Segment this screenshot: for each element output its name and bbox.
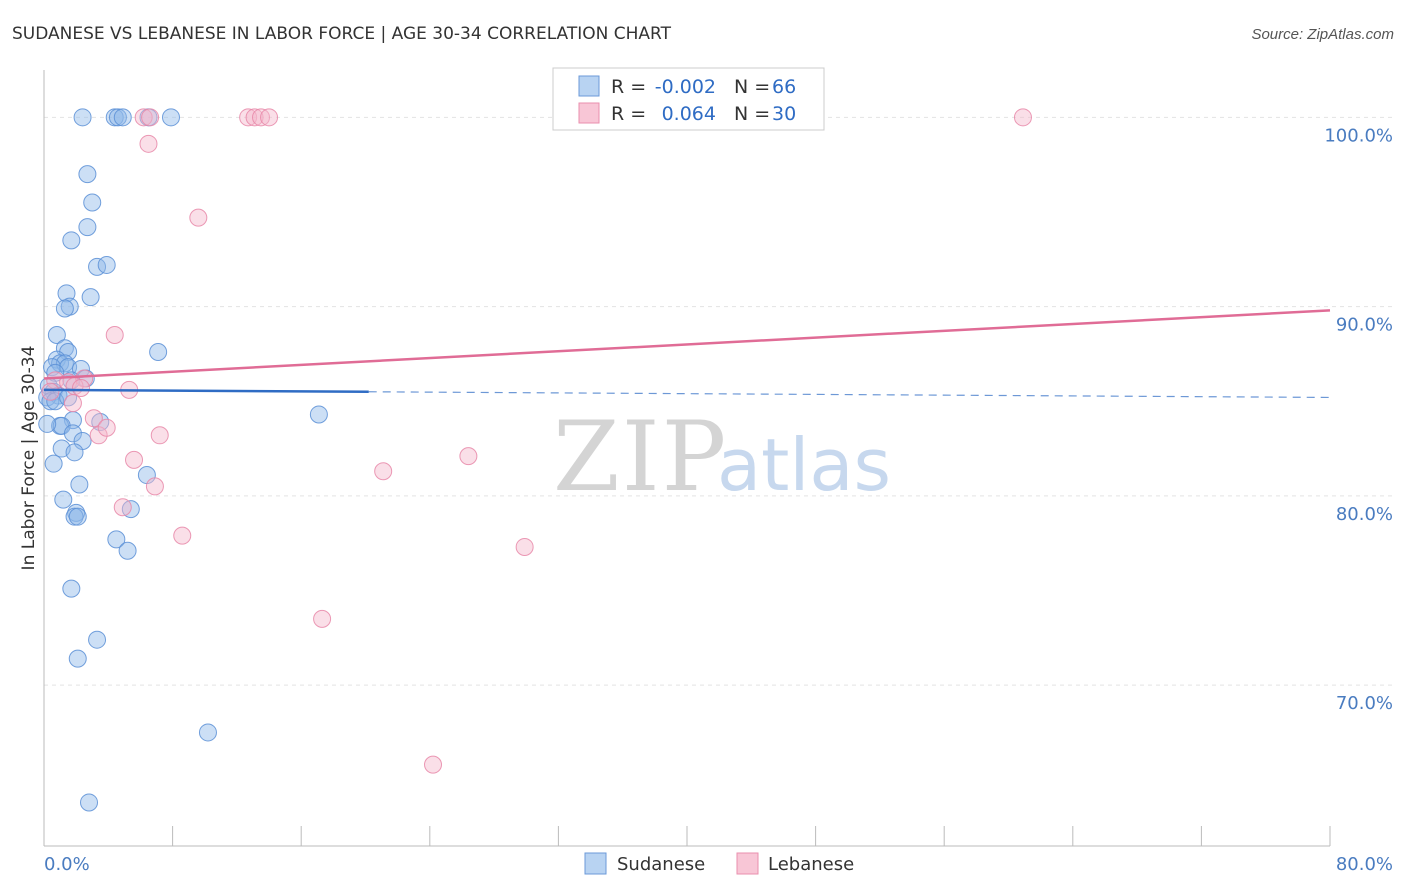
y-axis-tick-labels: 100.0% 90.0% 80.0% 70.0% — [1324, 125, 1393, 714]
lebanese-point-3 — [245, 108, 264, 127]
series-label-sudanese: Sudanese — [617, 854, 705, 875]
chart-source: Source: ZipAtlas.com — [1251, 26, 1394, 43]
legend-n-value-lebanese: 30 — [772, 103, 796, 125]
series-sudanese — [38, 108, 328, 812]
series-label-lebanese: Lebanese — [768, 854, 854, 875]
sudanese-point-55 — [118, 541, 137, 560]
lebanese-point-12 — [75, 369, 94, 388]
lebanese-point-27 — [173, 526, 192, 545]
watermark-atlas: atlas — [717, 423, 891, 507]
data-points — [38, 108, 1032, 812]
lebanese-point-14 — [71, 378, 90, 397]
lebanese-point-0 — [134, 108, 153, 127]
trend-line-dashed-sudanese — [368, 391, 1331, 399]
sudanese-point-45 — [65, 443, 84, 462]
legend-r-value-lebanese: 0.064 — [662, 103, 716, 125]
legend-swatch-lebanese — [578, 102, 600, 124]
lebanese-point-23 — [459, 447, 478, 466]
x-axis-ticks — [43, 826, 1331, 846]
sudanese-point-19 — [149, 343, 168, 362]
sudanese-point-42 — [63, 424, 82, 443]
sudanese-point-23 — [43, 358, 62, 377]
lebanese-point-8 — [189, 208, 208, 227]
chart-title: SUDANESE VS LEBANESE IN LABOR FORCE | AG… — [12, 24, 672, 44]
legend-swatch-sudanese — [578, 75, 600, 97]
sudanese-point-5 — [161, 108, 180, 127]
legend-r-label-sudanese: R = — [611, 76, 646, 98]
sudanese-point-3 — [113, 108, 132, 127]
legend-r-label-lebanese: R = — [611, 103, 646, 125]
correlation-legend: R = -0.002 N = 66 R = 0.064 N = 30 — [552, 67, 825, 131]
y-tick-label-1: 90.0% — [1336, 315, 1393, 336]
y-tick-label-3: 70.0% — [1336, 693, 1393, 714]
sudanese-point-36 — [309, 405, 328, 424]
lebanese-point-24 — [374, 462, 393, 481]
x-tick-label-min: 0.0% — [44, 854, 90, 875]
y-tick-label-2: 80.0% — [1336, 504, 1393, 525]
sudanese-point-16 — [47, 325, 66, 344]
series-legend: Sudanese Lebanese — [584, 852, 854, 875]
lebanese-point-20 — [97, 418, 116, 437]
sudanese-point-9 — [62, 231, 81, 250]
sudanese-point-60 — [80, 793, 99, 812]
lebanese-point-25 — [145, 477, 164, 496]
legend-n-label-lebanese: N = — [734, 103, 770, 125]
sudanese-point-54 — [107, 530, 126, 549]
trend-line-lebanese — [43, 309, 1331, 380]
sudanese-point-41 — [38, 414, 57, 433]
sudanese-point-56 — [62, 579, 81, 598]
lebanese-point-5 — [260, 108, 279, 127]
sudanese-point-58 — [68, 649, 87, 668]
sudanese-point-12 — [57, 284, 76, 303]
sudanese-point-0 — [73, 108, 92, 127]
lebanese-point-26 — [113, 498, 132, 517]
legend-n-label-sudanese: N = — [734, 76, 770, 98]
series-swatch-lebanese — [736, 852, 759, 875]
lebanese-point-17 — [63, 394, 82, 413]
sudanese-point-13 — [81, 288, 100, 307]
lebanese-point-6 — [1013, 108, 1032, 127]
y-axis-label: In Labor Force | Age 30-34 — [19, 346, 39, 571]
sudanese-point-15 — [55, 299, 74, 318]
lebanese-point-21 — [150, 426, 169, 445]
sudanese-point-33 — [41, 392, 60, 411]
sudanese-point-46 — [44, 454, 63, 473]
sudanese-point-53 — [68, 507, 87, 526]
lebanese-point-9 — [105, 325, 124, 344]
lebanese-point-7 — [139, 134, 158, 153]
watermark-zip: ZIP — [553, 401, 728, 513]
gridlines — [44, 116, 1394, 686]
legend-r-value-sudanese: -0.002 — [655, 76, 716, 98]
lebanese-point-18 — [84, 409, 103, 428]
sudanese-point-7 — [83, 193, 102, 212]
y-tick-label-0: 100.0% — [1324, 125, 1393, 146]
lebanese-point-2 — [239, 108, 258, 127]
sudanese-point-8 — [78, 218, 97, 237]
sudanese-point-59 — [198, 723, 217, 742]
sudanese-point-48 — [70, 475, 89, 494]
x-tick-label-max: 80.0% — [1336, 854, 1393, 875]
lebanese-point-30 — [424, 755, 443, 774]
trend-lines — [43, 309, 1331, 399]
lebanese-point-29 — [313, 609, 332, 628]
lebanese-point-22 — [125, 450, 144, 469]
series-lebanese — [41, 108, 1032, 774]
lebanese-point-15 — [41, 382, 60, 401]
sudanese-point-49 — [54, 490, 73, 509]
lebanese-point-1 — [141, 108, 160, 127]
sudanese-point-2 — [108, 108, 127, 127]
trend-line-sudanese — [43, 388, 369, 394]
lebanese-point-28 — [515, 537, 534, 556]
sudanese-point-6 — [78, 165, 97, 184]
sudanese-point-11 — [97, 255, 116, 274]
series-swatch-sudanese — [584, 852, 607, 875]
sudanese-point-57 — [88, 630, 107, 649]
legend-n-value-sudanese: 66 — [772, 76, 796, 98]
watermark: ZIP atlas — [553, 401, 891, 513]
